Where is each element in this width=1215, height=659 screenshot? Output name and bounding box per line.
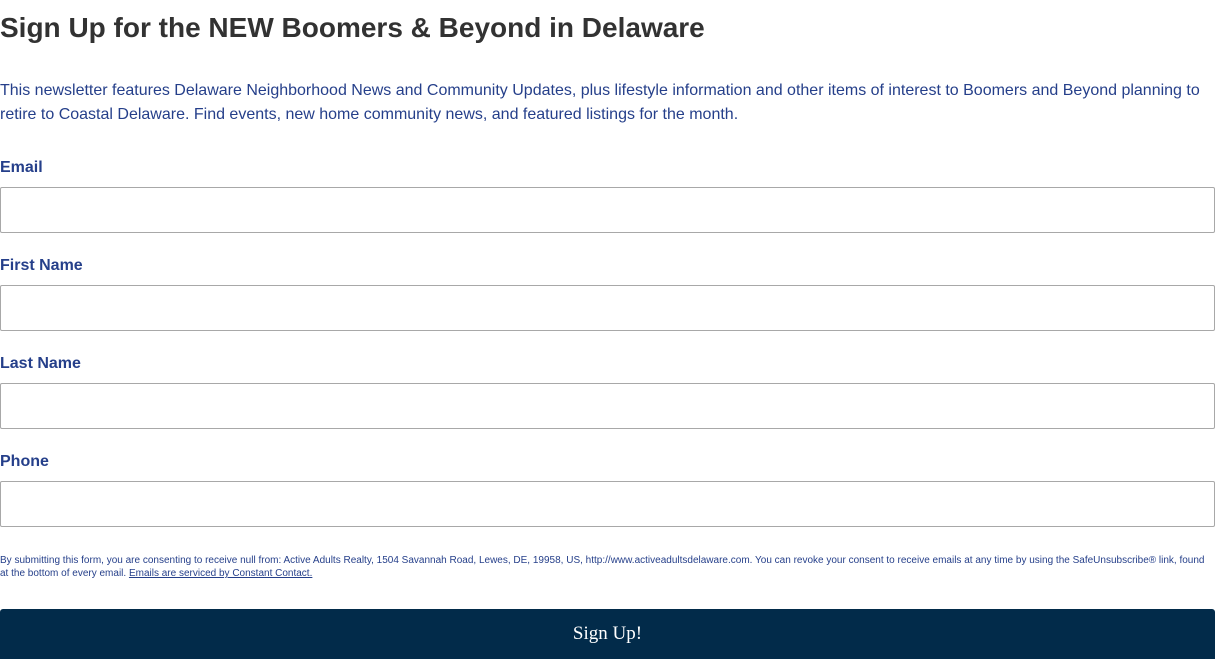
constant-contact-link[interactable]: Emails are serviced by Constant Contact.: [128, 568, 313, 579]
email-input[interactable]: [0, 187, 1215, 233]
email-label: Email: [0, 159, 43, 176]
consent-text: By submitting this form, you are consent…: [0, 555, 1205, 579]
last-name-label: Last Name: [0, 355, 81, 372]
form-title: Sign Up for the NEW Boomers & Beyond in …: [0, 12, 705, 43]
first-name-label: First Name: [0, 257, 83, 274]
phone-input[interactable]: [0, 481, 1215, 527]
phone-label: Phone: [0, 453, 49, 470]
sign-up-button[interactable]: Sign Up!: [0, 609, 1215, 659]
last-name-input[interactable]: [0, 383, 1215, 429]
form-description: This newsletter features Delaware Neighb…: [0, 82, 1200, 123]
consent-disclaimer: By submitting this form, you are consent…: [0, 554, 1212, 580]
first-name-input[interactable]: [0, 285, 1215, 331]
